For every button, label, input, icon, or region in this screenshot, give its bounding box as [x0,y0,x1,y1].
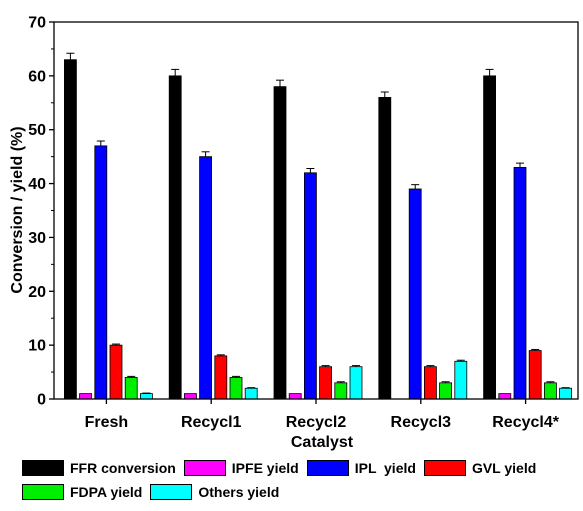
bar-fdpa-yield-fresh [124,377,138,400]
legend-swatch-fdpa-yield [22,484,64,500]
y-tick-label-60: 60 [28,68,46,85]
y-tick-label-20: 20 [28,284,46,301]
y-tick-label-50: 50 [28,122,46,139]
legend-row-1: FFR conversion IPFE yield IPL yield GVL … [22,458,582,478]
chart: Fresh Recycl1 Recycl2 Recycl3 Recycl4* 0 10 20 3… [9,15,579,451]
legend: FFR conversion IPFE yield IPL yield GVL … [22,458,582,506]
bar-ipfe-yield-recycl1 [183,393,197,400]
bar-fdpa-yield-recycl4 [544,382,557,400]
legend-swatch-ipl-yield [306,460,349,476]
bar-ffr-conversion-recycl3 [378,97,392,400]
bar-ipl-yield-recycl4 [513,167,527,400]
bar-ipl-yield-recycl1 [199,156,213,400]
bars-group [64,52,572,400]
y-tick-label-70: 70 [28,15,46,32]
bar-ipfe-yield-recycl4 [498,393,512,400]
legend-swatch-ipfe-yield [183,460,226,476]
bar-ipfe-yield-fresh [79,393,92,400]
bar-ffr-conversion-recycl2 [273,86,287,400]
legend-swatch-others-yield [150,484,193,500]
bar-gvl-yield-recycl4 [528,350,542,400]
bar-fdpa-yield-recycl2 [334,382,348,400]
bar-ipfe-yield-recycl2 [288,393,302,400]
bar-ffr-conversion-recycl4 [483,75,497,400]
bar-ipl-yield-recycl2 [303,172,317,400]
legend-item-gvl-yield: GVL yield [423,460,537,476]
bar-others-yield-recycl2 [349,366,363,400]
x-tick-label-recycl3: Recycl3 [391,414,452,431]
bar-ffr-conversion-fresh [64,59,77,400]
legend-item-ffr-conversion: FFR conversion [22,460,176,476]
y-tick-label-0: 0 [37,392,46,409]
x-tick-label-recycl4: Recycl4* [492,414,559,431]
y-tick-label-40: 40 [28,176,46,193]
bar-fdpa-yield-recycl1 [229,377,243,400]
legend-label-others-yield: Others yield [198,484,280,500]
bar-ffr-conversion-recycl1 [168,75,182,400]
bar-others-yield-recycl3 [454,360,468,400]
y-tick-label-10: 10 [28,338,46,355]
legend-item-ipl-yield: IPL yield [306,460,416,476]
bar-gvl-yield-recycl3 [423,366,437,400]
bar-gvl-yield-fresh [109,344,123,400]
bar-fdpa-yield-recycl3 [439,382,453,400]
bar-gvl-yield-recycl2 [319,366,333,400]
x-tick-label-recycl1: Recycl1 [181,414,242,431]
x-tick-label-fresh: Fresh [85,414,129,431]
axes-group: Fresh Recycl1 Recycl2 Recycl3 Recycl4* 0 10 20 3… [28,15,579,431]
legend-label-ffr-conversion: FFR conversion [70,460,176,476]
legend-label-ipl-yield: IPL yield [354,460,416,476]
legend-item-ipfe-yield: IPFE yield [183,460,299,476]
legend-row-2: FDPA yield Others yield [22,482,582,502]
bar-others-yield-fresh [139,393,153,400]
bar-ipl-yield-recycl3 [408,188,422,400]
bar-others-yield-recycl1 [244,387,258,400]
bar-ipl-yield-fresh [94,145,108,400]
bar-gvl-yield-recycl1 [214,355,228,400]
legend-item-fdpa-yield: FDPA yield [22,484,142,500]
y-tick-label-30: 30 [28,230,46,247]
legend-swatch-ffr-conversion [22,460,64,476]
x-axis-label: Catalyst [291,434,354,451]
legend-label-fdpa-yield: FDPA yield [70,484,143,500]
legend-label-ipfe-yield: IPFE yield [231,460,299,476]
legend-swatch-gvl-yield [423,460,466,476]
legend-label-gvl-yield: GVL yield [471,460,537,476]
legend-item-others-yield: Others yield [150,484,279,500]
x-tick-label-recycl2: Recycl2 [286,414,347,431]
y-axis-label: Conversion / yield (%) [9,126,26,293]
bar-others-yield-recycl4 [559,387,572,400]
